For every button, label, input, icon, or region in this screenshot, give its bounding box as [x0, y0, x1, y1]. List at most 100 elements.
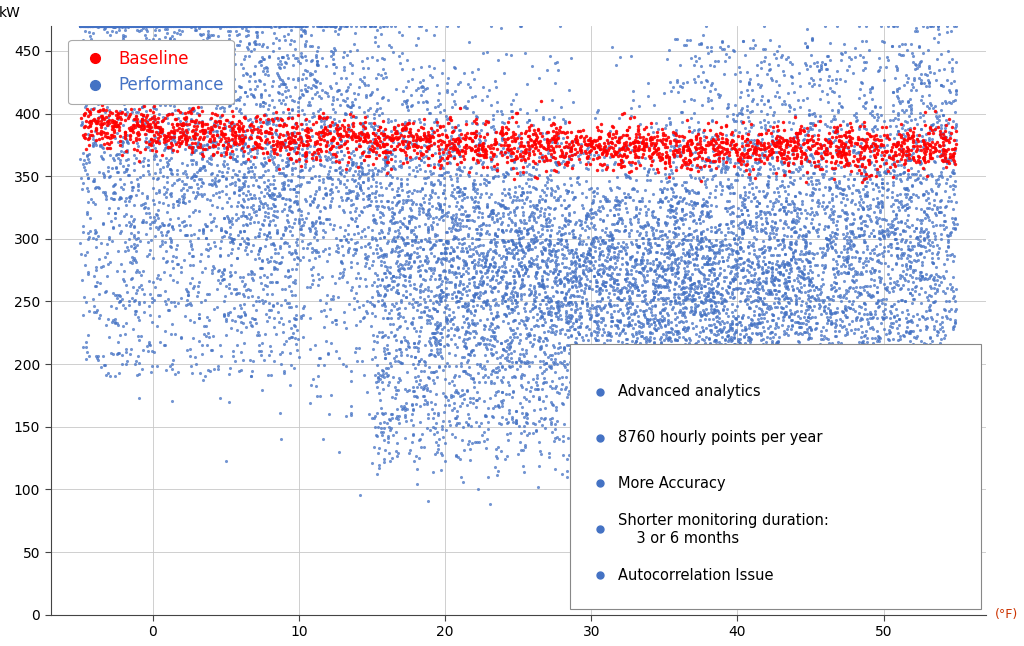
Performance — [289, 252, 305, 262]
Performance — [111, 203, 127, 213]
Performance — [678, 185, 694, 196]
Performance — [623, 111, 639, 121]
Baseline — [390, 132, 407, 142]
Performance — [703, 276, 720, 286]
Performance — [534, 256, 550, 266]
Performance — [115, 274, 131, 284]
Performance — [751, 284, 767, 294]
Performance — [373, 216, 389, 227]
Performance — [936, 145, 952, 155]
Performance — [703, 116, 720, 126]
Baseline — [123, 122, 139, 132]
Performance — [810, 198, 826, 208]
Performance — [179, 345, 196, 355]
Performance — [681, 428, 697, 439]
Performance — [720, 182, 736, 192]
Performance — [126, 238, 142, 249]
Baseline — [276, 134, 293, 145]
Performance — [866, 369, 883, 379]
Baseline — [768, 141, 784, 151]
Performance — [236, 151, 252, 162]
Performance — [454, 239, 470, 249]
Performance — [890, 346, 906, 356]
Performance — [190, 309, 207, 320]
Performance — [672, 140, 688, 150]
Baseline — [424, 149, 440, 160]
Performance — [575, 375, 592, 385]
Performance — [82, 21, 98, 31]
Performance — [524, 225, 541, 236]
Performance — [765, 274, 781, 284]
Performance — [763, 72, 779, 83]
Performance — [262, 145, 279, 156]
Performance — [839, 156, 855, 166]
Performance — [438, 283, 455, 293]
Performance — [249, 131, 265, 141]
Performance — [727, 327, 743, 337]
Performance — [634, 196, 650, 206]
Performance — [97, 191, 114, 202]
Performance — [678, 424, 694, 434]
Performance — [469, 387, 485, 397]
Performance — [79, 74, 95, 85]
Performance — [912, 267, 929, 277]
Performance — [263, 370, 280, 380]
Performance — [450, 139, 466, 149]
Performance — [690, 384, 707, 395]
Performance — [205, 30, 221, 40]
Performance — [682, 229, 698, 240]
Performance — [286, 183, 302, 194]
Baseline — [279, 127, 295, 137]
Baseline — [837, 140, 853, 151]
Baseline — [837, 152, 853, 162]
Performance — [663, 241, 679, 251]
Performance — [684, 291, 700, 302]
Performance — [206, 21, 222, 31]
Performance — [774, 258, 791, 269]
Performance — [114, 350, 130, 360]
Performance — [423, 404, 439, 414]
Performance — [651, 372, 668, 382]
Performance — [115, 32, 131, 43]
Performance — [378, 272, 394, 282]
Baseline — [331, 142, 347, 152]
Baseline — [215, 131, 231, 141]
Performance — [87, 126, 103, 136]
Performance — [783, 123, 800, 134]
Performance — [680, 333, 696, 343]
Baseline — [463, 143, 479, 154]
Baseline — [940, 134, 956, 145]
Performance — [361, 242, 378, 253]
Performance — [787, 299, 804, 309]
Performance — [942, 181, 958, 191]
Performance — [514, 169, 530, 180]
Baseline — [743, 140, 760, 151]
Performance — [592, 214, 608, 224]
Performance — [419, 309, 435, 320]
Performance — [403, 101, 420, 111]
Performance — [244, 246, 260, 256]
Baseline — [657, 147, 674, 157]
Performance — [393, 29, 410, 39]
Baseline — [82, 120, 98, 130]
Baseline — [328, 151, 344, 162]
Performance — [323, 138, 339, 148]
Performance — [751, 163, 767, 174]
Performance — [815, 333, 831, 344]
Performance — [152, 221, 168, 231]
Performance — [851, 231, 867, 241]
Baseline — [734, 132, 751, 143]
Performance — [889, 243, 905, 253]
Performance — [241, 165, 257, 176]
Performance — [774, 67, 791, 77]
Performance — [513, 280, 529, 290]
Performance — [172, 36, 188, 47]
Performance — [415, 274, 431, 284]
Baseline — [749, 138, 765, 148]
Performance — [905, 82, 922, 92]
Baseline — [730, 155, 746, 165]
Performance — [392, 222, 409, 232]
Baseline — [599, 129, 615, 139]
Performance — [678, 40, 694, 50]
Performance — [919, 143, 935, 154]
